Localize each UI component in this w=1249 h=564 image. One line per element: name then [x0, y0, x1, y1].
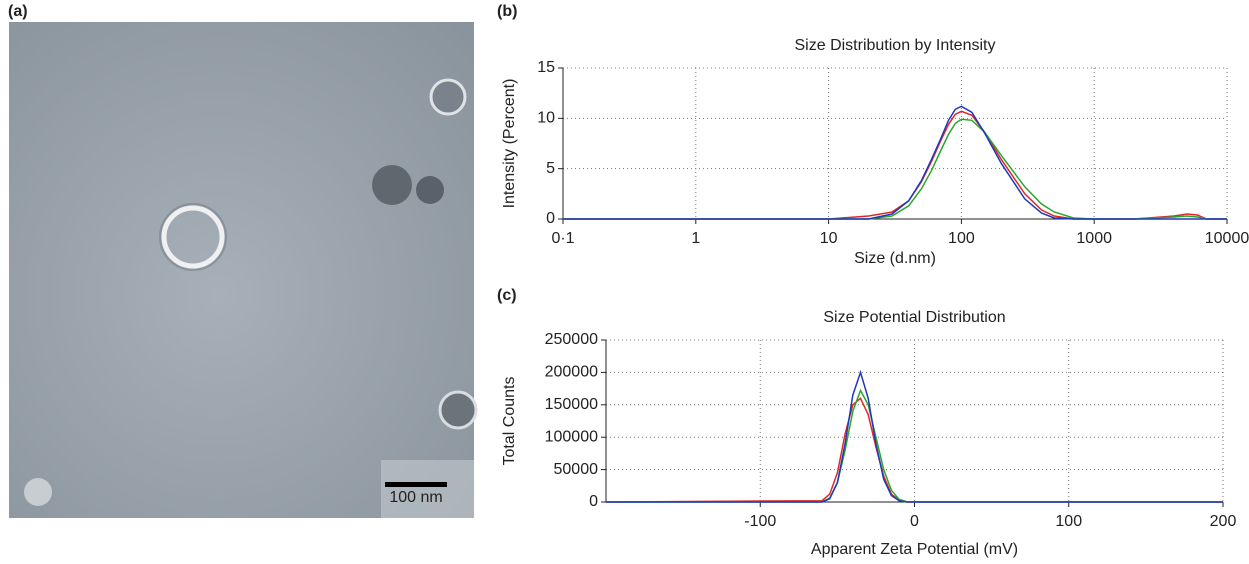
- x-tick-label: 0: [910, 513, 919, 530]
- particle: [438, 390, 478, 430]
- x-tick-label: 10000: [1205, 230, 1249, 247]
- x-tick-label: 0·1: [551, 230, 574, 247]
- y-axis-label: Total Counts: [501, 377, 518, 466]
- scale-bar-box: [381, 460, 474, 518]
- particle: [429, 78, 467, 116]
- x-tick-label: 1: [691, 230, 700, 247]
- panel-label: (b): [497, 3, 517, 20]
- scale-bar-label: 100 nm: [389, 489, 442, 506]
- x-tick-label: 100: [948, 230, 975, 247]
- y-tick-label: 5: [546, 160, 555, 177]
- y-tick-label: 100000: [545, 428, 598, 445]
- y-tick-label: 0: [589, 493, 598, 510]
- x-axis-label: Size (d.nm): [854, 250, 936, 267]
- series-line: [606, 369, 1223, 503]
- y-tick-label: 250000: [545, 331, 598, 348]
- vesicle-halo: [159, 203, 227, 271]
- chart-title: Size Distribution by Intensity: [795, 37, 996, 54]
- chart-title: Size Potential Distribution: [823, 309, 1005, 326]
- particle: [24, 478, 52, 506]
- y-tick-label: 15: [537, 59, 555, 76]
- y-tick-label: 0: [546, 210, 555, 227]
- x-tick-label: 200: [1210, 513, 1237, 530]
- panel-label: (a): [8, 3, 28, 20]
- y-axis-label: Intensity (Percent): [501, 79, 518, 209]
- x-axis-label: Apparent Zeta Potential (mV): [811, 541, 1018, 558]
- series-line: [606, 388, 1223, 503]
- x-tick-label: 10: [820, 230, 838, 247]
- scale-bar: [385, 482, 447, 487]
- tem-image: 100 nm: [9, 22, 478, 518]
- y-tick-label: 50000: [554, 461, 599, 478]
- series-line: [605, 397, 1223, 503]
- particle: [416, 176, 444, 204]
- micrograph: [9, 22, 474, 518]
- x-tick-label: 1000: [1076, 230, 1112, 247]
- panel-label: (c): [497, 287, 517, 304]
- series-line: [563, 105, 1227, 220]
- series-line: [563, 110, 1227, 220]
- y-tick-label: 10: [537, 110, 555, 127]
- vesicle: [161, 205, 225, 269]
- particle: [372, 165, 412, 205]
- x-tick-label: 100: [1055, 513, 1082, 530]
- y-tick-label: 200000: [545, 364, 598, 381]
- y-tick-label: 150000: [545, 396, 598, 413]
- x-tick-label: -100: [744, 513, 776, 530]
